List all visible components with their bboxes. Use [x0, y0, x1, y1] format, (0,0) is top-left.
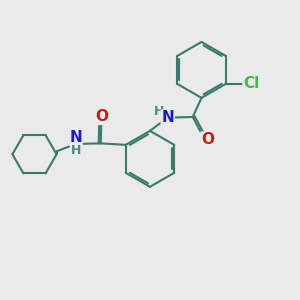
Text: N: N: [161, 110, 174, 125]
Text: Cl: Cl: [243, 76, 260, 92]
Text: N: N: [69, 130, 82, 145]
Text: O: O: [201, 132, 214, 147]
Text: H: H: [154, 105, 165, 118]
Text: O: O: [95, 110, 108, 124]
Text: H: H: [70, 144, 81, 157]
